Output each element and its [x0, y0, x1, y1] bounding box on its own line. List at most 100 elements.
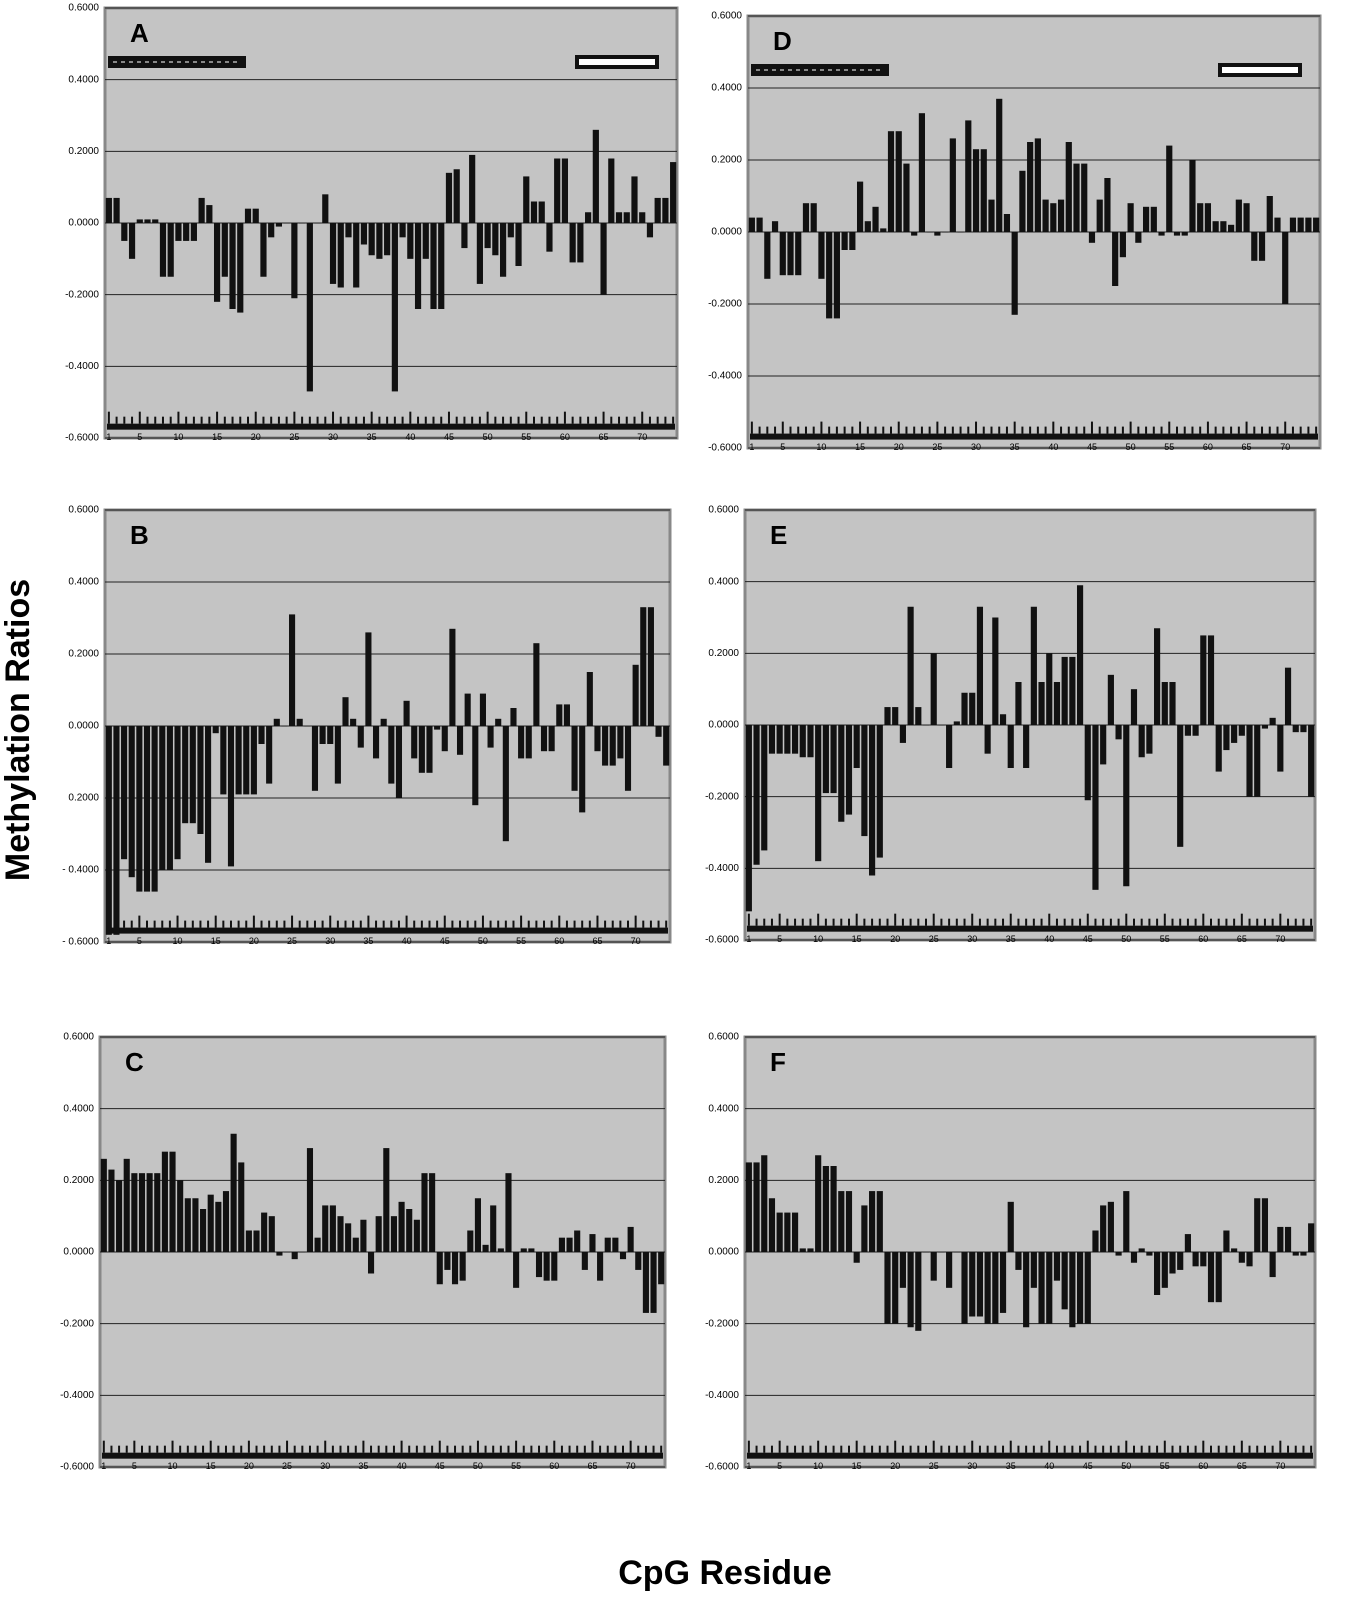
bar — [1289, 217, 1297, 232]
bar — [558, 1237, 565, 1252]
x-tick-label: 50 — [473, 1461, 483, 1471]
bar — [589, 1234, 596, 1252]
bar — [1277, 725, 1284, 772]
bar — [639, 212, 646, 223]
bar — [128, 726, 135, 878]
bar — [992, 1252, 999, 1324]
y-tick-label: 0.4000 — [68, 74, 99, 85]
bar — [154, 1173, 161, 1252]
bar — [1069, 1252, 1076, 1328]
bar — [1231, 1248, 1238, 1252]
bar — [1015, 682, 1022, 725]
bar — [1065, 142, 1072, 232]
bar — [655, 726, 662, 737]
bar — [205, 726, 212, 863]
x-tick-label: 5 — [777, 1461, 782, 1471]
bar — [577, 223, 584, 263]
bar — [383, 1148, 390, 1252]
x-tick-label: 60 — [1198, 934, 1208, 944]
bar — [1166, 145, 1173, 232]
bar — [918, 113, 926, 232]
bar — [640, 607, 647, 726]
bar — [1261, 725, 1269, 729]
bar — [1038, 682, 1045, 725]
bar — [1277, 1226, 1284, 1252]
bar — [275, 223, 283, 227]
bar — [579, 726, 586, 813]
y-tick-label: 0.4000 — [708, 1103, 739, 1114]
bar — [999, 714, 1007, 725]
bar — [617, 726, 624, 759]
bar — [615, 212, 623, 223]
bar — [1204, 203, 1212, 232]
x-tick-label: 70 — [631, 936, 641, 946]
bar — [1200, 635, 1207, 725]
x-tick-label: 1 — [101, 1461, 106, 1471]
bar — [554, 158, 561, 223]
bar — [1269, 1252, 1276, 1278]
x-tick-label: 60 — [1198, 1461, 1208, 1471]
bar — [238, 1162, 245, 1252]
bar — [252, 208, 259, 223]
y-tick-label: 0.4000 — [708, 576, 739, 587]
x-tick-label: 65 — [1242, 442, 1252, 452]
bar — [161, 1151, 168, 1252]
bar — [1023, 1252, 1030, 1328]
bar — [899, 725, 906, 743]
bar — [632, 664, 639, 726]
bar — [513, 1252, 520, 1288]
bar — [946, 725, 953, 768]
bar — [523, 176, 530, 223]
bar — [795, 232, 802, 276]
bar — [646, 223, 654, 238]
x-tick-label: 30 — [328, 432, 338, 442]
bar — [856, 181, 864, 232]
x-tick-label: 25 — [932, 442, 942, 452]
bar — [907, 1252, 914, 1328]
bar — [776, 725, 783, 754]
bar — [761, 725, 768, 851]
bar — [1038, 1252, 1045, 1324]
x-tick-label: 50 — [1126, 442, 1136, 452]
y-tick-label: -0.4000 — [705, 1390, 739, 1401]
bar — [1274, 217, 1281, 232]
bar — [597, 1252, 604, 1281]
x-tick-label: 25 — [929, 934, 939, 944]
bar — [1220, 221, 1227, 232]
bar — [438, 223, 445, 309]
bar — [426, 726, 433, 773]
bar — [969, 692, 976, 725]
bar — [1161, 682, 1168, 725]
bar — [815, 1155, 822, 1252]
bar — [123, 1158, 130, 1252]
y-tick-label: 0.0000 — [68, 218, 99, 229]
bar — [957, 232, 964, 233]
bar — [499, 223, 507, 277]
y-tick-label: -0.6000 — [705, 935, 739, 946]
x-tick-label: 30 — [967, 1461, 977, 1471]
bar — [1297, 217, 1304, 232]
y-tick-label: -0.2000 — [705, 1318, 739, 1329]
x-tick-label: 60 — [1203, 442, 1213, 452]
y-tick-label: 0.4000 — [63, 1103, 94, 1114]
bar — [1119, 232, 1126, 258]
y-tick-label: -0.2000 — [705, 791, 739, 802]
bar — [1207, 1252, 1215, 1303]
bar — [980, 149, 987, 232]
bar — [1169, 682, 1176, 725]
bar — [895, 131, 902, 232]
bar — [1073, 163, 1080, 232]
bar — [388, 726, 395, 784]
x-tick-label: 40 — [397, 1461, 407, 1471]
x-tick-label: 45 — [1083, 934, 1093, 944]
bar — [972, 149, 980, 232]
bar — [984, 725, 991, 754]
x-tick-label: 70 — [1275, 1461, 1285, 1471]
x-tick-label: 15 — [211, 936, 221, 946]
bar — [546, 223, 553, 252]
bar — [922, 725, 930, 726]
bar — [1238, 725, 1245, 736]
x-tick-label: 15 — [855, 442, 865, 452]
bar — [215, 1201, 222, 1252]
